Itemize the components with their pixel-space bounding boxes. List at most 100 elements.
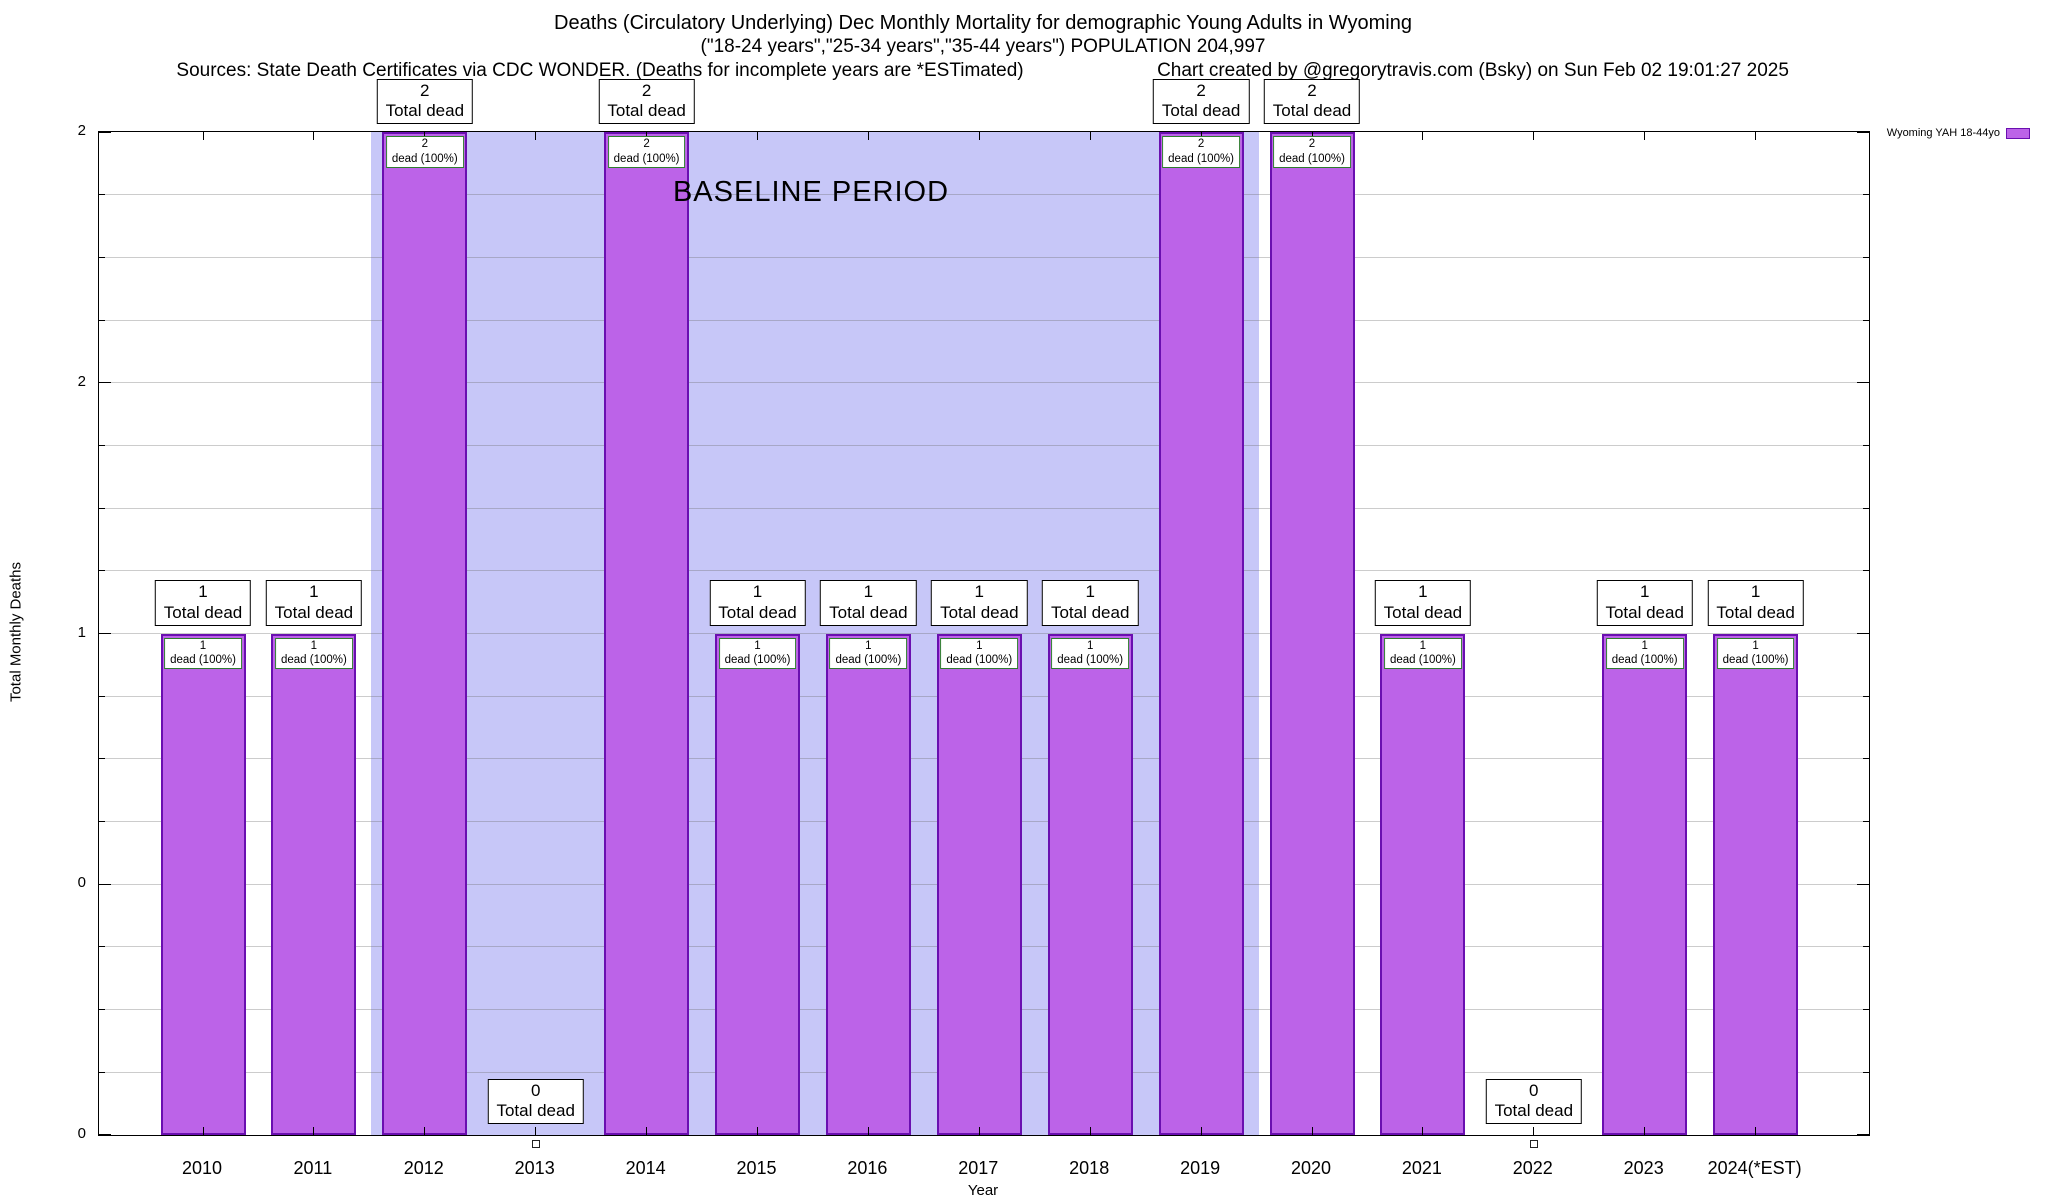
x-tick-mark: [978, 1127, 980, 1135]
inner-count: 1: [199, 639, 207, 652]
chart-subtitle: ("18-24 years","25-34 years","35-44 year…: [700, 36, 1266, 57]
x-tick-mark: [1422, 1127, 1424, 1135]
y-minor-tick-mark: [99, 946, 105, 948]
legend-label: Wyoming YAH 18-44yo: [1886, 127, 2000, 139]
credit-note: Chart created by @gregorytravis.com (Bsk…: [1157, 60, 1789, 81]
bar-inner-label-2023: 1 dead (100%): [1605, 637, 1684, 670]
x-tick-mark: [1644, 132, 1646, 140]
x-tick-mark: [1755, 1127, 1757, 1135]
total-caption: Total dead: [1383, 602, 1463, 622]
y-tick-mark: [99, 633, 111, 634]
total-count: 1: [752, 582, 763, 602]
bar-total-label-2020: 2 Total dead: [1263, 78, 1361, 124]
chart-title: Deaths (Circulatory Underlying) Dec Mont…: [554, 12, 1412, 34]
y-minor-tick-mark: [1863, 1009, 1869, 1011]
x-tick-label-2023: 2023: [1623, 1158, 1664, 1178]
total-count: 0: [530, 1080, 541, 1100]
x-tick-mark: [867, 1127, 869, 1135]
inner-caption: dead (100%): [1389, 654, 1456, 667]
total-caption: Total dead: [1161, 101, 1241, 121]
x-tick-label-2017: 2017: [958, 1158, 999, 1178]
bar-2017: [936, 633, 1022, 1135]
bar-2011: [271, 633, 357, 1135]
y-minor-tick-mark: [1863, 194, 1869, 196]
total-count: 1: [1750, 582, 1761, 602]
inner-count: 2: [1308, 138, 1316, 150]
gridline: [99, 507, 1869, 509]
total-caption: Total dead: [940, 602, 1019, 622]
bar-inner-label-2015: 1 dead (100%): [718, 637, 797, 670]
x-tick-mark: [1644, 1127, 1646, 1135]
bar-2016: [825, 633, 911, 1135]
total-count: 2: [641, 80, 652, 100]
inner-caption: dead (100%): [1168, 152, 1235, 165]
x-tick-mark: [535, 1127, 537, 1135]
x-tick-mark: [757, 132, 758, 140]
bar-inner-label-2010: 1 dead (100%): [164, 637, 242, 670]
bar-2014: [604, 132, 690, 1135]
bar-inner-label-2014: 2 dead (100%): [607, 136, 686, 168]
x-tick-label-2011: 2011: [293, 1158, 333, 1178]
bar-total-label-2011: 1 Total dead: [265, 580, 363, 626]
bar-2021: [1380, 633, 1466, 1135]
x-tick-mark: [1533, 132, 1535, 140]
total-count: 1: [309, 582, 319, 602]
gridline: [99, 194, 1869, 196]
y-minor-tick-mark: [1863, 1071, 1869, 1073]
bar-2018: [1047, 633, 1133, 1135]
x-tick-mark: [313, 132, 315, 140]
zero-marker-2013: [531, 1140, 540, 1148]
inner-caption: dead (100%): [1611, 654, 1678, 667]
total-count: 2: [1196, 80, 1206, 100]
x-tick-label-2015: 2015: [736, 1158, 777, 1178]
y-minor-tick-mark: [99, 319, 105, 321]
y-tick-mark: [99, 1134, 111, 1135]
zero-marker-2022: [1529, 1140, 1538, 1148]
total-count: 1: [863, 582, 874, 602]
y-tick-mark: [1857, 1134, 1869, 1135]
y-minor-tick-mark: [1863, 946, 1869, 948]
y-tick-label: 2: [77, 372, 86, 390]
y-minor-tick-mark: [1863, 758, 1869, 760]
x-tick-label-2024(*EST): 2024(*EST): [1707, 1158, 1802, 1178]
inner-caption: dead (100%): [1057, 654, 1124, 667]
y-tick-label: 1: [77, 623, 86, 641]
bar-inner-label-2011: 1 dead (100%): [274, 637, 353, 670]
bar-2019: [1158, 132, 1244, 1135]
x-tick-mark: [313, 1127, 315, 1135]
inner-count: 1: [1641, 639, 1648, 652]
bar-2012: [382, 132, 468, 1135]
x-tick-mark: [1422, 132, 1424, 140]
gridline: [99, 319, 1869, 321]
y-tick-mark: [1857, 633, 1869, 634]
total-caption: Total dead: [1605, 602, 1684, 622]
total-count: 1: [974, 582, 985, 602]
bar-inner-label-2017: 1 dead (100%): [940, 637, 1019, 670]
bar-total-label-2013: 0 Total dead: [487, 1078, 584, 1124]
y-minor-tick-mark: [1863, 507, 1869, 509]
inner-count: 1: [1752, 639, 1759, 652]
bar-inner-label-2012: 2 dead (100%): [385, 136, 464, 168]
x-tick-label-2010: 2010: [181, 1158, 223, 1178]
bar-2020: [1269, 132, 1355, 1135]
bar-total-label-2019: 2 Total dead: [1152, 78, 1250, 124]
x-tick-label-2022: 2022: [1512, 1158, 1553, 1178]
bar-total-label-2022: 0 Total dead: [1485, 1078, 1583, 1124]
total-caption: Total dead: [829, 602, 908, 622]
bar-2023: [1602, 633, 1688, 1135]
x-tick-label-2013: 2013: [514, 1158, 555, 1178]
x-axis-title: Year: [967, 1182, 999, 1199]
bar-total-label-2016: 1 Total dead: [820, 580, 917, 626]
y-minor-tick-mark: [99, 194, 105, 196]
inner-caption: dead (100%): [170, 654, 236, 667]
total-caption: Total dead: [163, 602, 243, 622]
y-tick-label: 2: [77, 122, 86, 139]
bar-total-label-2024(*EST): 1 Total dead: [1707, 580, 1804, 626]
x-tick-mark: [202, 132, 204, 140]
bar-total-label-2015: 1 Total dead: [709, 580, 806, 626]
plot-area: BASELINE PERIOD 1 dead (100%) 1 Total dead 1…: [98, 78, 1870, 1148]
inner-caption: dead (100%): [835, 654, 902, 667]
x-tick-mark: [535, 132, 537, 140]
bar-inner-label-2020: 2 dead (100%): [1273, 136, 1351, 168]
